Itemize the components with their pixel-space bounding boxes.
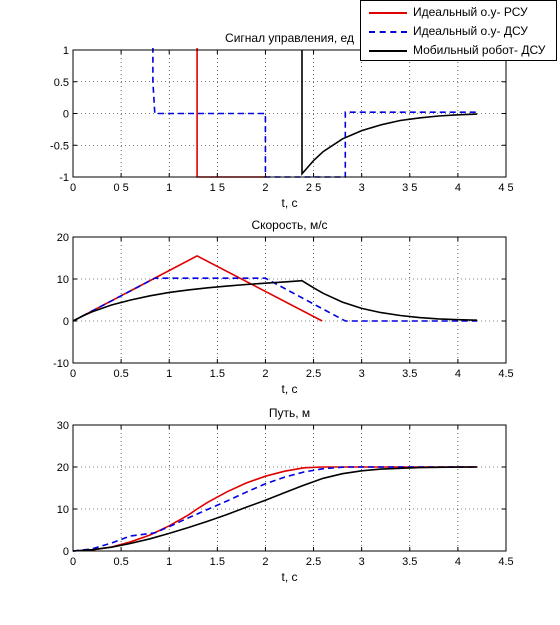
axes-frame (72, 236, 507, 364)
chart-title: Скорость, м/с (251, 218, 327, 232)
legend-line-red (369, 12, 407, 14)
x-tick-label: 3.5 (402, 368, 417, 380)
y-tick-label: 0 (63, 109, 69, 121)
x-tick-label: 1 (166, 182, 172, 194)
plot-area (73, 425, 506, 551)
y-tick-label: 10 (57, 274, 69, 286)
x-tick-label: 4 (455, 182, 461, 194)
x-tick-label: 1 5 (210, 182, 225, 194)
x-tick-label: 1 (166, 368, 172, 380)
legend: Идеальный о.у- РСУ Идеальный о.у- ДСУ Мо… (360, 0, 557, 61)
x-tick-label: 4 5 (498, 182, 513, 194)
series-line (152, 48, 478, 178)
legend-entry: Идеальный о.у- РСУ (361, 3, 556, 23)
legend-label: Идеальный о.у- ДСУ (413, 24, 528, 38)
y-tick-label: 0 (63, 316, 69, 328)
x-axis-label: t, c (281, 196, 297, 210)
series-line (73, 466, 478, 552)
x-tick-label: 4 (455, 368, 461, 380)
x-tick-label: 1.5 (210, 368, 225, 380)
x-axis-label: t, c (281, 570, 297, 584)
x-tick-label: 0 (70, 556, 76, 568)
y-tick-label: 10 (57, 504, 69, 516)
y-tick-label: 0.5 (54, 77, 69, 89)
x-tick-label: 4.5 (498, 368, 513, 380)
series-line (73, 277, 478, 322)
x-tick-label: 1 (166, 556, 172, 568)
legend-label: Мобильный робот- ДСУ (413, 43, 546, 57)
x-tick-label: 2.5 (306, 556, 321, 568)
y-tick-label: 20 (57, 232, 69, 244)
x-tick-label: 4.5 (498, 556, 513, 568)
x-tick-label: 3 (359, 182, 365, 194)
legend-line-black (369, 50, 407, 52)
x-tick-label: 0 (70, 368, 76, 380)
series-line (301, 50, 478, 176)
series-line (73, 466, 478, 552)
x-tick-label: 2.5 (306, 368, 321, 380)
x-tick-label: 2 (262, 368, 268, 380)
plot-area (73, 237, 506, 363)
x-tick-label: 2 (262, 182, 268, 194)
x-tick-label: 4 (455, 556, 461, 568)
y-tick-label: 1 (63, 45, 69, 57)
y-tick-label: 0 (63, 546, 69, 558)
x-tick-label: 0.5 (113, 368, 128, 380)
chart-title: Путь, м (269, 406, 310, 420)
chart-title: Сигнал управления, ед (225, 31, 354, 45)
x-axis-label: t, c (281, 382, 297, 396)
series-line (73, 279, 478, 322)
legend-entry: Мобильный робот- ДСУ (361, 41, 556, 61)
legend-label: Идеальный о.у- РСУ (413, 5, 528, 19)
series-line (73, 466, 478, 552)
x-tick-label: 2 5 (306, 182, 321, 194)
x-tick-label: 0 5 (113, 182, 128, 194)
y-tick-label: 30 (57, 420, 69, 432)
y-tick-label: -0.5 (50, 140, 69, 152)
x-tick-label: 0.5 (113, 556, 128, 568)
series-line (73, 254, 323, 322)
y-tick-label: 20 (57, 462, 69, 474)
legend-entry: Идеальный о.у- ДСУ (361, 22, 556, 42)
x-tick-label: 3 (359, 368, 365, 380)
axes-frame (72, 424, 507, 552)
y-tick-label: -1 (59, 172, 69, 184)
x-tick-label: 1.5 (210, 556, 225, 568)
x-tick-label: 0 (70, 182, 76, 194)
x-tick-label: 3 5 (402, 182, 417, 194)
x-tick-label: 3.5 (402, 556, 417, 568)
legend-line-blue (369, 31, 407, 33)
x-tick-label: 2 (262, 556, 268, 568)
x-tick-label: 3 (359, 556, 365, 568)
y-tick-label: -10 (53, 358, 69, 370)
